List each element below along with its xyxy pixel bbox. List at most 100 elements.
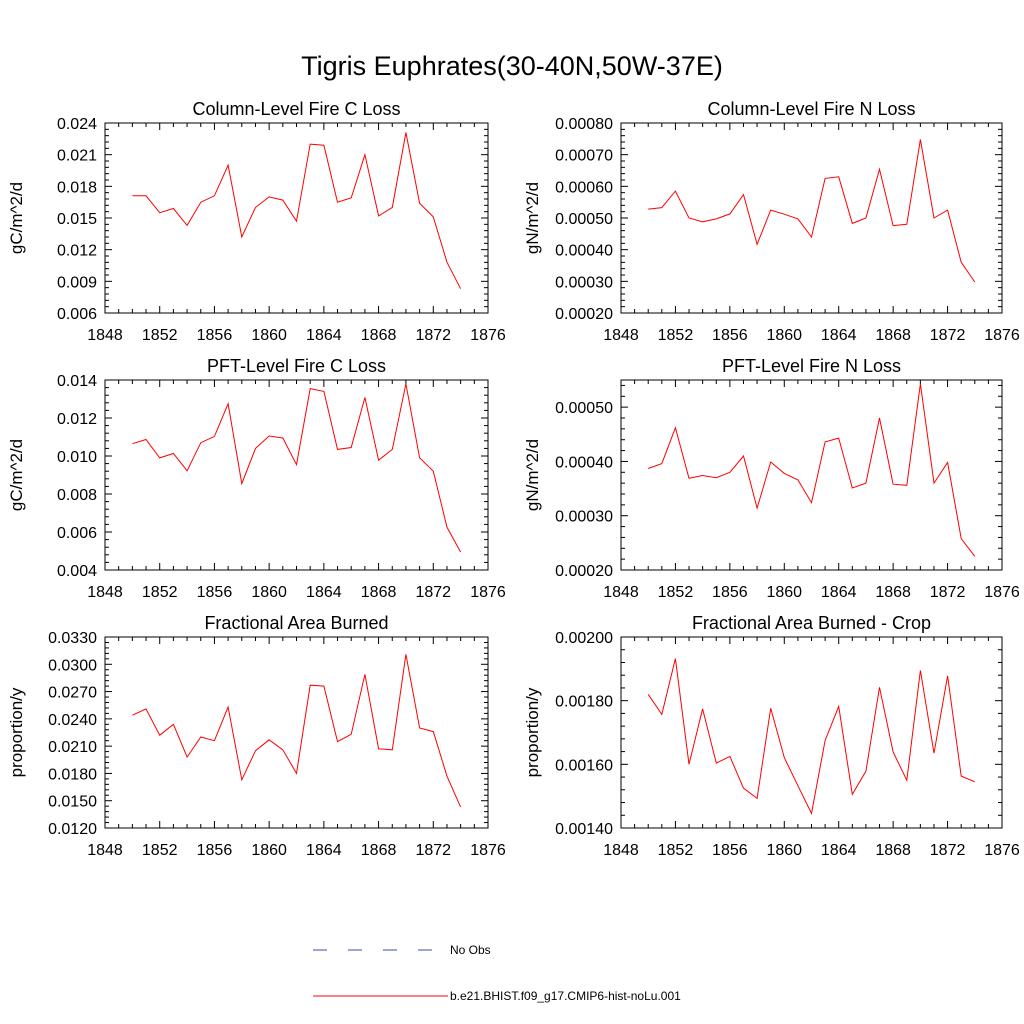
- x-tick-label: 1876: [470, 842, 506, 859]
- y-axis-label: proportion/y: [7, 687, 26, 777]
- legend-label: b.e21.BHIST.f09_g17.CMIP6-hist-noLu.001: [450, 989, 681, 1003]
- x-tick-label: 1856: [197, 584, 233, 601]
- y-tick-label: 0.00050: [555, 211, 613, 228]
- y-tick-label: 0.008: [57, 487, 97, 504]
- y-tick-label: 0.00030: [555, 509, 613, 526]
- x-tick-label: 1864: [306, 327, 342, 344]
- panel-title: Fractional Area Burned: [204, 613, 388, 633]
- y-tick-label: 0.015: [57, 211, 97, 228]
- y-tick-label: 0.00160: [555, 757, 613, 774]
- legend-item: No Obs: [313, 943, 491, 957]
- x-tick-label: 1872: [415, 842, 451, 859]
- y-tick-label: 0.00080: [555, 116, 613, 133]
- x-tick-label: 1860: [251, 584, 287, 601]
- y-tick-label: 0.0300: [48, 657, 97, 674]
- chart-panel-4: 1848 1852 1856 1860 1864 1868 1872 1876 0.00020 0…: [523, 356, 1020, 601]
- legend-item: b.e21.BHIST.f09_g17.CMIP6-hist-noLu.001: [313, 989, 681, 1003]
- panel-title: Column-Level Fire N Loss: [707, 99, 915, 119]
- panel-title: Fractional Area Burned - Crop: [692, 613, 931, 633]
- x-tick-label: 1856: [197, 842, 233, 859]
- x-tick-label: 1860: [766, 842, 802, 859]
- y-tick-label: 0.012: [57, 411, 97, 428]
- x-tick-label: 1868: [361, 327, 397, 344]
- x-tick-label: 1872: [930, 842, 966, 859]
- y-tick-label: 0.00050: [555, 400, 613, 417]
- x-tick-label: 1848: [87, 327, 123, 344]
- x-tick-label: 1848: [87, 584, 123, 601]
- x-tick-label: 1864: [306, 584, 342, 601]
- x-tick-label: 1852: [658, 584, 694, 601]
- x-tick-label: 1848: [603, 327, 639, 344]
- figure-title: Tigris Euphrates(30-40N,50W-37E): [301, 51, 723, 81]
- x-tick-label: 1864: [306, 842, 342, 859]
- x-tick-label: 1860: [251, 327, 287, 344]
- x-tick-label: 1852: [658, 327, 694, 344]
- y-tick-label: 0.0150: [48, 794, 97, 811]
- y-tick-label: 0.006: [57, 306, 97, 323]
- x-tick-label: 1860: [766, 327, 802, 344]
- series-line: [647, 658, 975, 815]
- y-tick-label: 0.0210: [48, 739, 97, 756]
- x-tick-label: 1852: [142, 327, 178, 344]
- x-tick-label: 1872: [930, 584, 966, 601]
- series-line: [132, 654, 462, 808]
- x-tick-label: 1864: [821, 327, 857, 344]
- x-tick-label: 1848: [87, 842, 123, 859]
- y-tick-label: 0.006: [57, 525, 97, 542]
- chart-panels: 1848 1852 1856 1860 1864 1868 1872 1876 0.006 0.0…: [7, 99, 1020, 859]
- x-tick-label: 1864: [821, 842, 857, 859]
- plot-frame: [104, 379, 489, 571]
- series-line: [132, 132, 462, 289]
- y-axis-label: gC/m^2/d: [7, 182, 26, 254]
- y-tick-label: 0.00060: [555, 179, 613, 196]
- x-tick-label: 1852: [142, 584, 178, 601]
- y-tick-label: 0.021: [57, 148, 97, 165]
- y-tick-label: 0.018: [57, 179, 97, 196]
- y-tick-label: 0.00070: [555, 148, 613, 165]
- chart-panel-6: 1848 1852 1856 1860 1864 1868 1872 1876 0.00140 0…: [523, 613, 1020, 859]
- panel-title: PFT-Level Fire N Loss: [722, 356, 901, 376]
- x-tick-label: 1848: [603, 842, 639, 859]
- y-tick-label: 0.009: [57, 274, 97, 291]
- x-tick-label: 1860: [251, 842, 287, 859]
- y-tick-label: 0.00040: [555, 454, 613, 471]
- panel-title: PFT-Level Fire C Loss: [207, 356, 386, 376]
- x-tick-label: 1868: [875, 842, 911, 859]
- y-tick-label: 0.012: [57, 243, 97, 260]
- plot-frame: [104, 636, 489, 829]
- chart-panel-3: 1848 1852 1856 1860 1864 1868 1872 1876 0.004 0.0…: [7, 356, 506, 601]
- x-tick-label: 1856: [712, 842, 748, 859]
- plot-frame: [620, 636, 1003, 829]
- x-tick-label: 1872: [415, 327, 451, 344]
- y-tick-label: 0.00040: [555, 243, 613, 260]
- y-axis-label: gN/m^2/d: [523, 439, 542, 511]
- x-tick-label: 1852: [658, 842, 694, 859]
- y-tick-label: 0.0330: [48, 630, 97, 647]
- y-tick-label: 0.00180: [555, 694, 613, 711]
- x-tick-label: 1848: [603, 584, 639, 601]
- x-tick-label: 1856: [712, 584, 748, 601]
- x-tick-label: 1868: [875, 584, 911, 601]
- plot-frame: [104, 122, 489, 314]
- x-tick-label: 1860: [766, 584, 802, 601]
- x-tick-label: 1856: [197, 327, 233, 344]
- x-tick-label: 1876: [984, 842, 1020, 859]
- y-tick-label: 0.024: [57, 116, 97, 133]
- x-tick-label: 1876: [984, 327, 1020, 344]
- x-tick-label: 1856: [712, 327, 748, 344]
- y-tick-label: 0.00030: [555, 274, 613, 291]
- y-tick-label: 0.00140: [555, 821, 613, 838]
- y-tick-label: 0.0270: [48, 685, 97, 702]
- y-tick-label: 0.0240: [48, 712, 97, 729]
- y-axis-label: gN/m^2/d: [523, 182, 542, 254]
- y-tick-label: 0.014: [57, 373, 97, 390]
- plot-frame: [620, 122, 1003, 314]
- x-tick-label: 1872: [415, 584, 451, 601]
- y-tick-label: 0.010: [57, 449, 97, 466]
- x-tick-label: 1872: [930, 327, 966, 344]
- x-tick-label: 1876: [984, 584, 1020, 601]
- y-tick-label: 0.00200: [555, 630, 613, 647]
- panel-title: Column-Level Fire C Loss: [192, 99, 400, 119]
- x-tick-label: 1864: [821, 584, 857, 601]
